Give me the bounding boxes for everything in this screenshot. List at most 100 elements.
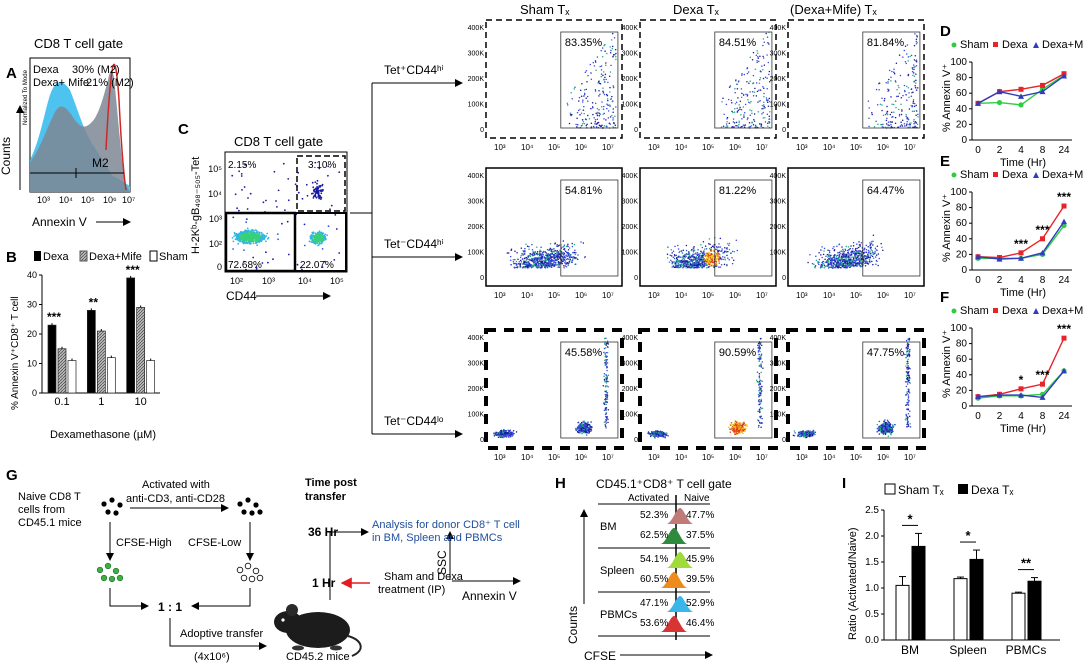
c-dot xyxy=(327,165,330,168)
flow-dot xyxy=(594,121,597,123)
b-bar-sham-0.1 xyxy=(67,360,77,394)
flow-dot xyxy=(814,265,817,267)
flow-dot xyxy=(582,242,585,244)
flow-dot xyxy=(550,250,553,252)
flow-dot xyxy=(564,261,566,264)
flow-dot xyxy=(607,418,609,421)
flow-dot xyxy=(605,342,608,345)
flow-dot xyxy=(757,57,760,59)
c-dot xyxy=(233,235,236,238)
flow-dot xyxy=(881,104,883,106)
flow-dot xyxy=(885,82,887,84)
flow-dot xyxy=(606,94,609,97)
flow-dot xyxy=(753,119,755,121)
histogram-gray xyxy=(30,70,130,192)
flow-dot xyxy=(514,250,516,253)
flow-dot xyxy=(728,122,731,125)
flow-dot xyxy=(823,250,825,252)
flow-dot xyxy=(566,245,569,247)
flow-dot xyxy=(571,245,574,248)
flow-dots xyxy=(720,31,771,129)
flow-dot xyxy=(831,258,834,261)
flow-dot xyxy=(830,263,832,265)
flow-dot xyxy=(741,92,743,95)
flow-dot xyxy=(603,105,605,108)
flow-dot xyxy=(609,86,611,89)
flow-dot xyxy=(913,110,915,112)
flow-dot xyxy=(895,95,898,98)
flow-dot xyxy=(696,252,699,254)
flow-dot xyxy=(730,422,733,424)
flow-dot xyxy=(686,262,688,264)
c-dot xyxy=(243,186,246,188)
flow-dot xyxy=(914,54,917,57)
flow-xtick: 10³ xyxy=(494,291,506,300)
flow-dot xyxy=(723,250,726,253)
c-dot xyxy=(330,204,333,207)
flow-dot xyxy=(809,254,811,256)
flow-ytick: 0 xyxy=(634,127,638,134)
c-dot xyxy=(321,184,323,187)
flow-dot xyxy=(715,260,717,263)
flow-dot xyxy=(894,122,897,125)
flow-dot xyxy=(548,258,550,260)
flow-dot xyxy=(546,255,549,257)
flow-xtick: 10³ xyxy=(494,453,506,462)
flow-dot xyxy=(603,421,606,423)
flow-xtick: 10⁷ xyxy=(904,143,916,152)
flow-dot xyxy=(738,122,740,124)
flow-dot xyxy=(552,263,555,265)
c-dot xyxy=(309,240,311,243)
flow-dot xyxy=(614,115,616,118)
flow-dot xyxy=(910,122,912,124)
legend-mife: Dexa+ Mife xyxy=(33,77,89,89)
flow-dot xyxy=(600,105,603,108)
flow-dot xyxy=(746,94,749,96)
flow-pct: 81.22% xyxy=(719,185,757,197)
flow-dot xyxy=(561,255,563,258)
flow-dot xyxy=(509,255,512,258)
flow-dot xyxy=(607,374,610,376)
c-dot xyxy=(311,181,314,184)
flow-frame xyxy=(639,19,777,139)
flow-dot xyxy=(681,256,683,258)
flow-dot xyxy=(599,93,601,95)
flow-dot xyxy=(553,261,555,263)
flow-dot xyxy=(912,100,915,103)
flow-dot xyxy=(574,263,577,265)
c-dot xyxy=(320,234,322,237)
flow-dot xyxy=(609,51,612,54)
flow-dot xyxy=(680,250,683,252)
flow-dot xyxy=(573,251,576,254)
flow-dot xyxy=(554,255,557,258)
flow-dot xyxy=(887,82,889,84)
flow-gate xyxy=(714,31,773,129)
flow-dot xyxy=(547,261,549,264)
c-dot xyxy=(251,237,254,240)
flow-dot xyxy=(547,263,550,266)
flow-dot xyxy=(585,124,588,127)
flow-dot xyxy=(736,124,738,127)
flow-dot xyxy=(844,253,846,256)
flow-dot xyxy=(691,248,693,251)
flow-dot xyxy=(594,59,597,62)
flow-dot xyxy=(506,252,509,254)
flow-dot xyxy=(539,249,541,251)
flow-dot xyxy=(850,253,853,256)
flow-dot xyxy=(578,96,581,99)
flow-dot xyxy=(750,100,752,103)
flow-dot xyxy=(915,59,918,61)
flow-dot xyxy=(914,87,917,89)
flow-dot xyxy=(743,126,746,128)
flow-dot xyxy=(857,246,860,249)
flow-dot xyxy=(904,61,907,63)
flow-dot xyxy=(612,85,614,87)
flow-dot xyxy=(758,353,760,356)
flow-dot xyxy=(598,90,600,92)
flow-dot xyxy=(758,60,760,63)
flow-dot xyxy=(897,108,900,111)
flow-dot xyxy=(681,252,684,254)
c-dot xyxy=(238,232,241,235)
flow-dot xyxy=(697,248,699,251)
c-dot xyxy=(252,234,255,236)
